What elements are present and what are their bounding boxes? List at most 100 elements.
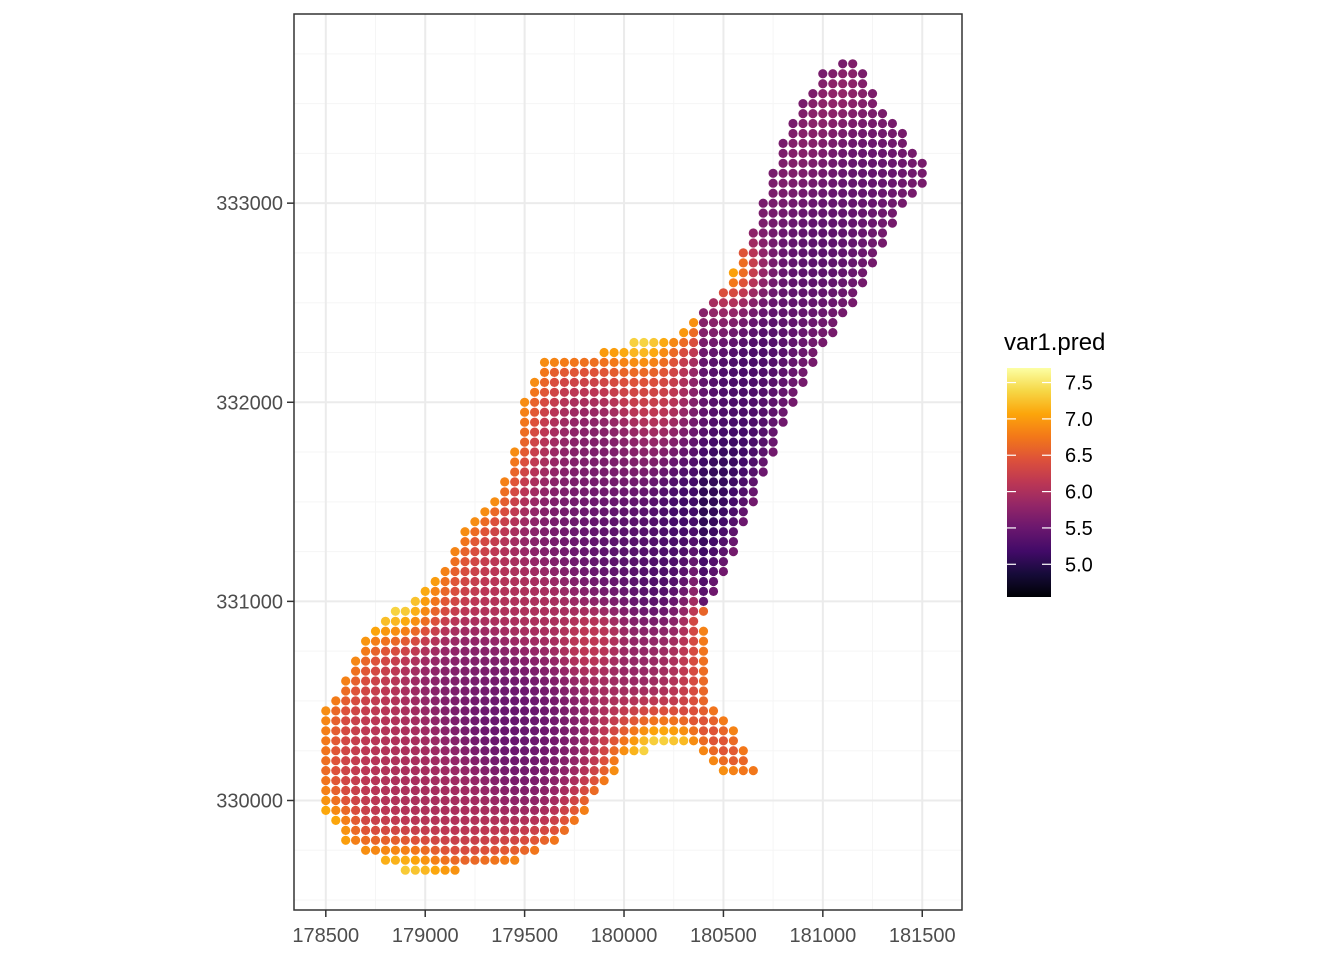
- prediction-point: [818, 148, 828, 158]
- prediction-point: [698, 586, 709, 597]
- prediction-point: [609, 377, 619, 387]
- prediction-point: [659, 437, 669, 447]
- prediction-point: [539, 357, 550, 367]
- prediction-point: [867, 178, 878, 188]
- prediction-point: [778, 328, 788, 338]
- prediction-point: [808, 158, 818, 168]
- prediction-point: [698, 308, 709, 318]
- prediction-point: [649, 557, 659, 567]
- prediction-point: [400, 776, 410, 786]
- prediction-point: [549, 825, 560, 836]
- prediction-point: [639, 716, 649, 726]
- prediction-point: [679, 646, 689, 656]
- prediction-point: [440, 596, 450, 607]
- prediction-point: [460, 795, 470, 806]
- prediction-point: [609, 606, 619, 616]
- prediction-point: [400, 756, 410, 766]
- prediction-point: [480, 696, 490, 706]
- prediction-point: [858, 89, 868, 99]
- prediction-point: [679, 457, 689, 467]
- prediction-point: [569, 437, 579, 447]
- prediction-point: [609, 347, 619, 358]
- prediction-point: [539, 586, 550, 597]
- prediction-point: [609, 397, 619, 407]
- prediction-point: [480, 596, 490, 607]
- prediction-point: [539, 726, 550, 736]
- prediction-point: [500, 596, 510, 607]
- prediction-point: [480, 666, 490, 676]
- prediction-point: [798, 377, 808, 387]
- prediction-point: [500, 646, 510, 656]
- prediction-point: [698, 457, 709, 467]
- prediction-point: [450, 696, 460, 706]
- prediction-point: [698, 746, 709, 756]
- prediction-point: [420, 706, 430, 716]
- prediction-point: [440, 736, 450, 746]
- prediction-point: [768, 288, 778, 298]
- prediction-point: [351, 766, 361, 776]
- prediction-point: [440, 805, 450, 816]
- prediction-point: [520, 666, 530, 676]
- prediction-point: [569, 815, 579, 826]
- prediction-point: [639, 497, 649, 507]
- prediction-point: [579, 776, 589, 786]
- prediction-point: [629, 347, 639, 358]
- prediction-point: [430, 596, 440, 607]
- prediction-point: [599, 377, 609, 387]
- prediction-point: [370, 776, 381, 786]
- prediction-point: [738, 377, 748, 387]
- prediction-point: [669, 736, 679, 746]
- prediction-point: [788, 118, 798, 129]
- prediction-point: [490, 776, 500, 786]
- prediction-point: [867, 168, 878, 178]
- prediction-point: [400, 835, 410, 845]
- prediction-point: [689, 318, 699, 328]
- prediction-point: [649, 367, 659, 377]
- prediction-point: [858, 248, 868, 258]
- prediction-point: [728, 278, 739, 288]
- prediction-point: [698, 576, 709, 587]
- prediction-point: [818, 178, 828, 188]
- prediction-point: [798, 228, 808, 238]
- prediction-point: [539, 825, 550, 836]
- prediction-point: [798, 188, 808, 198]
- prediction-point: [887, 118, 898, 129]
- prediction-point: [569, 805, 579, 816]
- prediction-point: [460, 825, 470, 836]
- prediction-point: [490, 835, 500, 845]
- prediction-point: [798, 99, 808, 109]
- prediction-point: [549, 606, 560, 616]
- prediction-point: [341, 676, 351, 686]
- prediction-point: [708, 467, 719, 477]
- prediction-point: [549, 656, 560, 666]
- prediction-point: [748, 497, 758, 507]
- prediction-point: [599, 636, 609, 646]
- prediction-point: [520, 825, 530, 836]
- prediction-point: [589, 586, 599, 597]
- prediction-point: [768, 427, 778, 437]
- prediction-point: [589, 626, 599, 636]
- prediction-point: [808, 308, 818, 318]
- prediction-point: [420, 766, 430, 776]
- prediction-point: [361, 776, 371, 786]
- prediction-point: [579, 696, 589, 706]
- prediction-point: [867, 208, 878, 218]
- prediction-point: [500, 776, 510, 786]
- prediction-point: [480, 825, 490, 836]
- prediction-point: [867, 198, 878, 208]
- prediction-point: [848, 218, 858, 228]
- prediction-point: [689, 706, 699, 716]
- prediction-point: [420, 825, 430, 836]
- prediction-point: [520, 726, 530, 736]
- prediction-point: [728, 407, 739, 417]
- prediction-point: [798, 109, 808, 119]
- colorbar-label: 5.0: [1065, 554, 1093, 576]
- prediction-point: [520, 467, 530, 477]
- x-axis: 178500 179000 179500 180000 180500 181000 1815…: [292, 910, 956, 947]
- prediction-point: [609, 437, 619, 447]
- prediction-point: [589, 397, 599, 407]
- prediction-point: [689, 357, 699, 367]
- prediction-point: [679, 557, 689, 567]
- prediction-point: [549, 805, 560, 816]
- prediction-point: [828, 158, 838, 168]
